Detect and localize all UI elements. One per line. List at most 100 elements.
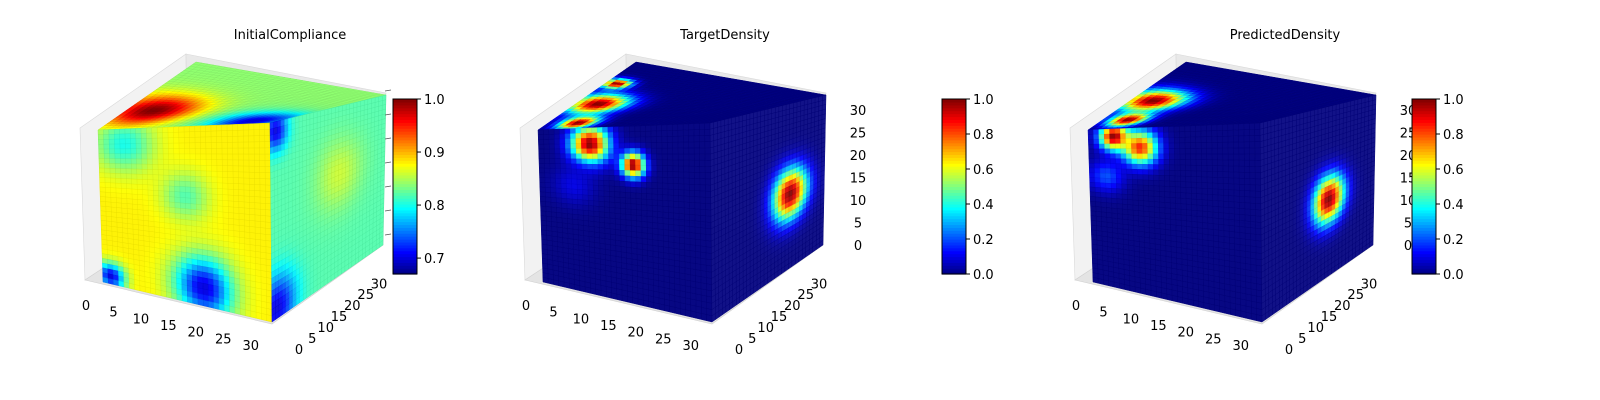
voxel-cell: [140, 132, 147, 139]
voxel-cell: [609, 196, 616, 203]
voxel-cell: [623, 137, 630, 144]
voxel-cell: [634, 148, 641, 155]
voxel-cell: [212, 233, 219, 241]
voxel-cell: [189, 136, 196, 144]
voxel-cell: [164, 227, 171, 235]
voxel-cell: [210, 130, 217, 138]
voxel-cell: [190, 186, 197, 194]
voxel-cell: [253, 147, 260, 155]
voxel-cell: [607, 142, 614, 149]
voxel-cell: [147, 174, 154, 181]
voxel-cell: [544, 172, 551, 179]
voxel-cell: [661, 124, 668, 132]
voxel-cell: [227, 206, 234, 214]
voxel-cell: [667, 188, 674, 196]
voxel-cell: [227, 165, 234, 172]
voxel-cell: [173, 137, 180, 144]
voxel-cell: [126, 188, 133, 195]
voxel-cell: [218, 251, 224, 259]
voxel-cell: [120, 163, 127, 169]
voxel-cell: [210, 136, 217, 143]
voxel-cell: [120, 158, 127, 165]
voxel-cell: [174, 175, 181, 182]
voxel-cell: [667, 147, 674, 155]
voxel-cell: [174, 202, 181, 209]
voxel-cell: [620, 224, 627, 231]
voxel-cell: [239, 260, 246, 269]
voxel-cell: [559, 133, 566, 140]
voxel-cell: [602, 153, 609, 160]
voxel-cell: [259, 184, 266, 192]
voxel-cell: [598, 216, 605, 224]
voxel-cell: [613, 159, 620, 166]
voxel-cell: [661, 142, 668, 149]
voxel-cell: [575, 133, 582, 139]
voxel-cell: [238, 177, 245, 185]
voxel-cell: [141, 174, 148, 180]
voxel-cell: [243, 165, 250, 173]
voxel-cell: [556, 212, 563, 219]
voxel-cell: [657, 217, 664, 224]
voxel-cell: [662, 217, 669, 225]
voxel-cell: [174, 218, 181, 225]
voxel-cell: [173, 153, 180, 160]
voxel-cell: [629, 159, 636, 166]
voxel-cell: [656, 171, 663, 178]
voxel-cell: [650, 124, 657, 132]
voxel-cell: [555, 168, 562, 174]
voxel-cell: [175, 234, 182, 242]
voxel-cell: [190, 197, 197, 205]
voxel-cell: [228, 241, 235, 249]
voxel-cell: [566, 208, 573, 215]
voxel-cell: [248, 123, 255, 131]
voxel-cell: [636, 215, 643, 222]
voxel-cell: [233, 206, 240, 214]
voxel-cell: [667, 206, 674, 214]
voxel-cell: [151, 132, 158, 139]
voxel-cell: [243, 201, 250, 209]
voxel-cell: [210, 142, 217, 149]
voxel-cell: [238, 225, 245, 233]
voxel-cell: [185, 197, 192, 204]
voxel-cell: [98, 158, 105, 164]
voxel-cell: [135, 148, 142, 155]
voxel-cell: [260, 245, 267, 254]
voxel-cell: [156, 132, 163, 139]
voxel-cell: [111, 211, 118, 218]
voxel-cell: [169, 217, 176, 225]
voxel-cell: [222, 200, 229, 207]
voxel-cell: [174, 196, 181, 204]
voxel-cell: [189, 148, 196, 155]
voxel-cell: [115, 192, 122, 199]
voxel-cell: [243, 153, 250, 161]
colorbar-tick-label: 0.7: [424, 252, 445, 267]
voxel-cell: [248, 129, 255, 137]
voxel-cell: [636, 242, 643, 250]
voxel-cell: [619, 169, 626, 177]
voxel-cell: [238, 183, 245, 191]
voxel-cell: [141, 143, 148, 149]
voxel-cell: [108, 143, 115, 150]
voxel-cell: [129, 128, 137, 134]
voxel-cell: [243, 141, 250, 149]
voxel-cell: [190, 214, 197, 222]
voxel-cell: [647, 227, 653, 235]
voxel-cell: [201, 209, 208, 217]
voxel-cell: [125, 143, 132, 150]
voxel-cell: [194, 136, 201, 144]
voxel-cell: [185, 208, 192, 216]
voxel-cell: [212, 245, 219, 253]
voxel-cell: [167, 126, 174, 133]
voxel-cell: [668, 223, 675, 231]
voxel-cell: [650, 130, 657, 138]
voxel-cell: [259, 208, 266, 217]
voxel-cell: [104, 172, 111, 179]
voxel-cell: [265, 221, 272, 229]
voxel-cell: [103, 148, 110, 155]
voxel-cell: [575, 148, 582, 155]
voxel-cell: [143, 214, 149, 222]
voxel-cell: [656, 182, 663, 190]
voxel-cell: [249, 208, 256, 216]
voxel-cell: [264, 128, 271, 136]
voxel-cell: [265, 215, 272, 223]
